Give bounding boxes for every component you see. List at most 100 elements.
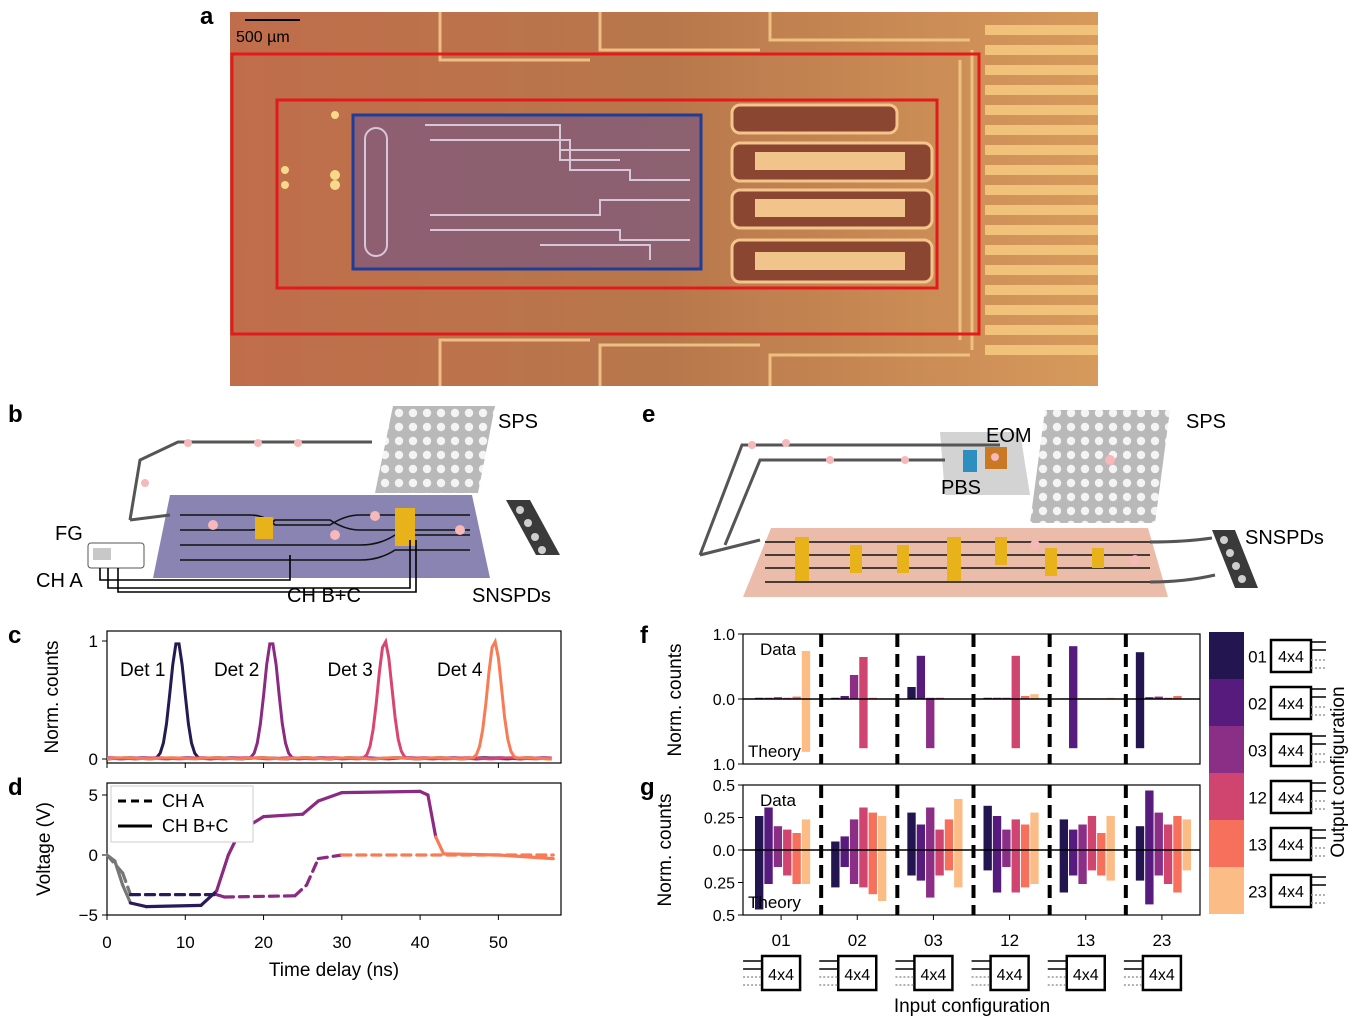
output-4x4-label: 4x4 bbox=[1278, 837, 1304, 854]
chart-d-xtick-label: 10 bbox=[176, 933, 195, 952]
g-bars-theory-bar bbox=[935, 850, 944, 876]
chart-f-ylabel: Norm. counts bbox=[665, 644, 686, 757]
chart-d-xlabel: Time delay (ns) bbox=[269, 960, 399, 981]
g-bars-data-bar bbox=[1030, 812, 1039, 850]
g-bars-theory-bar bbox=[1106, 850, 1115, 881]
g-bars-data-bar bbox=[792, 833, 801, 850]
chart-c: Norm. counts 1 0 Det 1 Det 2 Det 3 Det 4 bbox=[42, 630, 562, 769]
input-4x4-label: 4x4 bbox=[921, 967, 947, 984]
g-bars-theory-bar bbox=[1011, 850, 1020, 893]
f-bars-theory-bar bbox=[859, 699, 868, 749]
panel-label-d: d bbox=[8, 774, 23, 801]
g-bars-data-bar bbox=[859, 807, 868, 850]
chart-c-ylabel: Norm. counts bbox=[42, 641, 63, 754]
chart-d-xtick-label: 0 bbox=[102, 933, 111, 952]
f-bars-data-bar bbox=[801, 651, 811, 699]
g-bars-theory-bar bbox=[1059, 850, 1069, 893]
f-bars-data-bar bbox=[1020, 696, 1030, 699]
g-bars-theory-bar bbox=[1145, 850, 1154, 905]
g-bars-data-bar bbox=[907, 812, 916, 850]
chart-d-legend: CH A CH B+C bbox=[110, 785, 254, 843]
g-bars-ytick-label: 0.5 bbox=[713, 908, 735, 925]
chart-d-ch-bc-segment bbox=[426, 793, 438, 839]
g-bars-data-bar bbox=[1069, 829, 1078, 850]
chart-d-ylabel: Voltage (V) bbox=[34, 802, 55, 896]
setup-schematic-e: EOM PBS SPS SNSPDs bbox=[698, 410, 1324, 597]
g-bars-data-bar bbox=[783, 829, 792, 850]
g-bars-theory-bar bbox=[859, 850, 868, 888]
panel-label-f: f bbox=[640, 622, 649, 649]
g-bars-theory-bar bbox=[1163, 850, 1173, 884]
output-4x4-box bbox=[1269, 826, 1313, 862]
chart-d-ch-bc-segment bbox=[128, 901, 148, 909]
f-bars-data-bar bbox=[1145, 697, 1154, 699]
scale-bar-label: 500 µm bbox=[236, 29, 290, 46]
chart-g-xtick-label: 13 bbox=[1076, 931, 1095, 950]
g-bars-data-bar bbox=[944, 819, 954, 850]
chart-d-xtick-label: 50 bbox=[489, 933, 508, 952]
ch-a-label-b: CH A bbox=[36, 570, 83, 592]
f-bars-theory-bar bbox=[801, 699, 811, 752]
input-4x4-label: 4x4 bbox=[844, 967, 870, 984]
g-bars-data-bar bbox=[926, 807, 935, 850]
g-bars-theory-bar bbox=[944, 850, 954, 871]
sps-label-e: SPS bbox=[1186, 411, 1226, 433]
chart-d-ch-bc-segment bbox=[316, 790, 344, 803]
g-bars-data-bar bbox=[1182, 819, 1191, 850]
colorbar-segment bbox=[1209, 820, 1244, 867]
output-colorbar: Output configuration 01 4x4 02 4x4 03 4x4 12 4x… bbox=[1209, 632, 1349, 914]
g-bars-theory-bar bbox=[868, 850, 877, 895]
f-bars-data-bar bbox=[907, 687, 916, 699]
chart-d-ytick-label: 5 bbox=[89, 786, 98, 805]
input-4x4-label: 4x4 bbox=[768, 967, 794, 984]
g-bars-theory-bar bbox=[1069, 850, 1078, 876]
input-4x4-box bbox=[989, 954, 1030, 992]
chip-micrograph: 500 µm bbox=[230, 12, 1098, 386]
g-bars-theory-bar bbox=[1182, 850, 1191, 871]
g-bars-theory-bar bbox=[849, 850, 859, 884]
chart-d-ytick-label: 0 bbox=[89, 846, 98, 865]
g-bars-theory-bar bbox=[1002, 850, 1011, 867]
g-bars-data-bar bbox=[1078, 824, 1087, 850]
g-bars-data-bar bbox=[831, 841, 840, 850]
pbs-label: PBS bbox=[941, 477, 981, 499]
chart-f-theory-label: Theory bbox=[748, 742, 801, 761]
colorbar-entry: 01 bbox=[1248, 648, 1267, 667]
chart-d-ch-bc-segment bbox=[121, 883, 133, 905]
chart-d-ch-bc-segment bbox=[496, 853, 555, 861]
input-4x4-label: 4x4 bbox=[997, 967, 1023, 984]
g-bars-data-bar bbox=[1002, 829, 1011, 850]
f-bars-data-bar bbox=[916, 655, 926, 699]
chart-d-xtick-label: 30 bbox=[332, 933, 351, 952]
chart-c-frame bbox=[106, 630, 562, 764]
g-bars-data-bar bbox=[935, 829, 944, 850]
eom-label: EOM bbox=[986, 425, 1032, 447]
chart-d-ytick-label: −5 bbox=[79, 906, 98, 925]
g-bars-data-bar bbox=[1020, 824, 1030, 850]
input-4x4-box bbox=[760, 954, 802, 992]
g-bars-data-bar bbox=[773, 826, 783, 850]
g-bars-data-bar bbox=[1087, 816, 1097, 850]
g-bars-theory-bar bbox=[783, 850, 792, 876]
g-bars-data-bar bbox=[992, 816, 1002, 850]
g-bars-data-bar bbox=[954, 799, 963, 850]
chart-d-ch-a-segment bbox=[316, 853, 344, 861]
chart-g-theory-label: Theory bbox=[748, 893, 801, 912]
f-bars-data-bar bbox=[840, 696, 849, 699]
panel-label-g: g bbox=[640, 774, 655, 801]
g-bars-data-bar bbox=[849, 819, 859, 850]
chart-d-ch-a-segment bbox=[293, 883, 309, 898]
legend-ch-bc: CH B+C bbox=[162, 816, 229, 836]
chart-g-xtick-label: 23 bbox=[1152, 931, 1171, 950]
f-bars-data-bar bbox=[859, 657, 868, 699]
f-bars-data-bar bbox=[1173, 696, 1182, 699]
chart-g-xtick-label: 02 bbox=[848, 931, 867, 950]
snspds-label-e: SNSPDs bbox=[1245, 527, 1324, 549]
colorbar-entry: 23 bbox=[1248, 883, 1267, 902]
f-bars-data-bar bbox=[1011, 655, 1020, 699]
chart-d-ch-bc-segment bbox=[340, 789, 422, 795]
g-bars-data-bar bbox=[868, 812, 877, 850]
f-bars-ytick-label: 1.0 bbox=[713, 757, 735, 774]
colorbar-entry: 12 bbox=[1248, 789, 1267, 808]
